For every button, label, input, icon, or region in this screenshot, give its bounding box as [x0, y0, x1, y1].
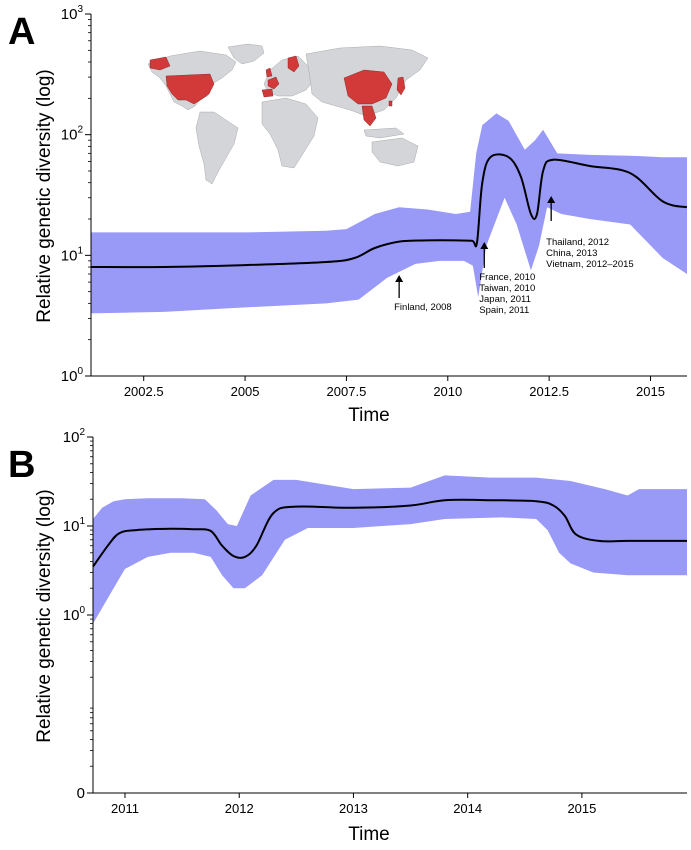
annotation-label: Finland, 2008 [394, 302, 452, 313]
panel-b-letter: B [8, 444, 35, 486]
panel-a-ci-band-group [91, 113, 687, 314]
annotation-arrow-head [395, 275, 404, 282]
y-tick-label: 102 [61, 125, 84, 144]
x-tick-label: 2014 [453, 801, 482, 816]
panel-a-x-axis-title: Time [348, 405, 390, 426]
x-tick-label: 2012.5 [529, 384, 569, 399]
map-taiwan [388, 100, 393, 107]
panel-a-median-line [90, 153, 688, 269]
x-tick-label: 2010 [433, 384, 462, 399]
panel-b-ci-band [93, 475, 687, 624]
annotation-arrow-head [480, 242, 489, 249]
panel-a-y-ticks: 100 101 102 103 [61, 4, 91, 385]
x-tick-label: 2007.5 [327, 384, 367, 399]
map-finland [287, 55, 300, 73]
map-indonesia [363, 127, 405, 139]
annotation-arrow-head [547, 196, 556, 203]
y-tick-label: 101 [63, 516, 86, 535]
panel-a-letter: A [8, 11, 35, 53]
map-southeast-asia [361, 105, 377, 127]
panel-b-y-ticks: 0 100 101 102 [63, 427, 93, 802]
world-map-inset [147, 43, 429, 185]
panel-a-median-line-group [90, 153, 688, 269]
panel-a-y-axis-title: Relative genetic diversity (log) [34, 69, 55, 322]
map-south-america [195, 111, 239, 185]
panel-b: B 2011 2012 2013 2014 2015 0 100 101 102 Time R… [8, 427, 688, 845]
map-alaska [149, 56, 171, 71]
map-australia [371, 137, 419, 167]
map-africa [261, 97, 319, 169]
x-tick-label: 2013 [339, 801, 368, 816]
panel-a-x-ticks: 2002.5 2005 2007.5 2010 2012.5 2015 [124, 376, 665, 399]
map-greenland [227, 43, 265, 65]
x-tick-label: 2005 [231, 384, 260, 399]
x-tick-label: 2012 [225, 801, 254, 816]
x-tick-label: 2011 [111, 801, 139, 816]
map-spain [261, 88, 274, 98]
y-tick-label: 103 [61, 4, 84, 23]
annotation-label: France, 2010 Taiwan, 2010 Japan, 2011 Spain… [479, 272, 535, 316]
panel-a: A Finland, 2008 France, 2010 Taiwan, 2010 J… [8, 4, 688, 426]
panel-a-annotations: Finland, 2008 France, 2010 Taiwan, 2010 Jap… [394, 196, 634, 316]
annotation-label: Thailand, 2012 China, 2013 Vietnam, 2012–2… [546, 237, 634, 270]
panel-b-ci-band-group [93, 475, 687, 624]
map-japan [396, 76, 406, 96]
y-tick-label: 101 [61, 245, 84, 264]
panel-b-y-axis-title: Relative genetic diversity (log) [34, 489, 55, 742]
x-tick-label: 2015 [567, 801, 596, 816]
panel-b-x-axis-title: Time [348, 824, 390, 845]
y-tick-label: 100 [61, 366, 84, 385]
x-tick-label: 2015 [636, 384, 665, 399]
map-usa [165, 73, 215, 105]
map-france [267, 76, 280, 90]
y-tick-label: 100 [63, 605, 86, 624]
panel-b-median-line [92, 498, 688, 568]
y-tick-label: 102 [63, 427, 86, 446]
map-china [343, 69, 393, 105]
panel-b-median-line-group [92, 498, 688, 568]
y-tick-label: 0 [77, 785, 85, 802]
panel-b-x-ticks: 2011 2012 2013 2014 2015 [111, 793, 596, 816]
map-uk [265, 67, 273, 78]
x-tick-label: 2002.5 [124, 384, 164, 399]
panel-a-ci-band [91, 113, 687, 314]
